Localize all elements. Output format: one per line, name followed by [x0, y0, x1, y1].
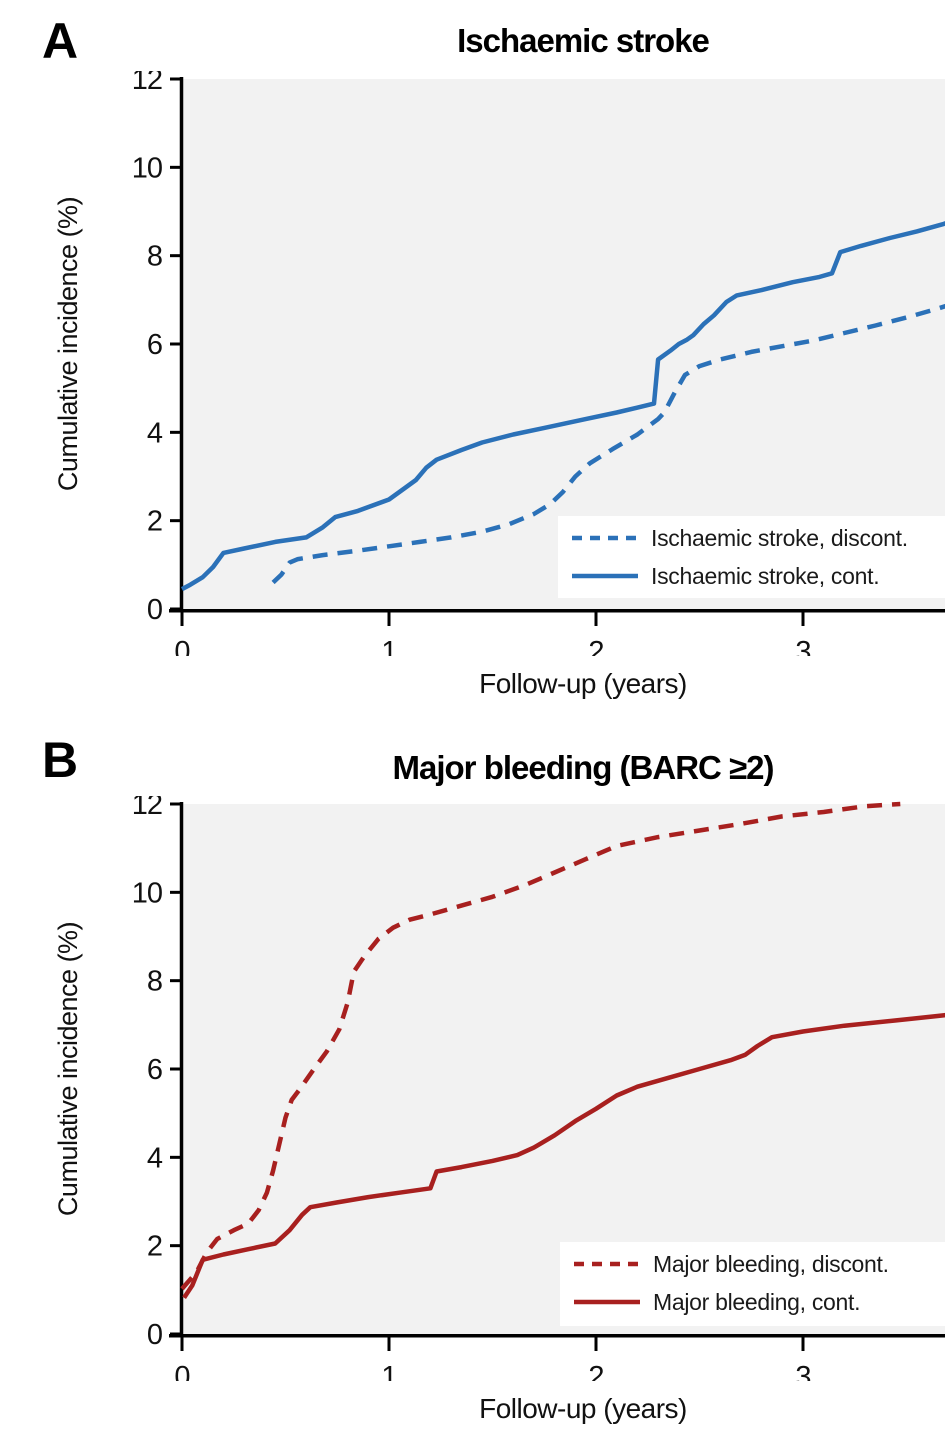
svg-text:2: 2	[147, 1231, 162, 1263]
panel-a-title: Ischaemic stroke	[457, 22, 710, 59]
svg-text:8: 8	[147, 241, 162, 273]
panel-b-x-axis-label: Follow-up (years)	[479, 1393, 687, 1424]
panel-a-label: A	[42, 13, 78, 69]
legend-label: Major bleeding, cont.	[653, 1288, 861, 1315]
dashed-line-sample	[574, 1261, 640, 1267]
solid-line-sample	[572, 573, 638, 579]
legend-item-discont: Ischaemic stroke, discont.	[558, 519, 945, 557]
svg-text:8: 8	[147, 966, 162, 998]
svg-text:2: 2	[588, 636, 603, 656]
svg-text:4: 4	[147, 1142, 163, 1174]
svg-text:10: 10	[132, 152, 162, 184]
legend-label: Ischaemic stroke, discont.	[651, 524, 908, 551]
panel-b: B Major bleeding (BARC ≥2) Cumulative in…	[40, 727, 945, 1439]
panel-a-x-axis-label: Follow-up (years)	[479, 668, 687, 699]
panel-a-legend: Ischaemic stroke, discont. Ischaemic str…	[558, 516, 945, 598]
legend-item-discont: Major bleeding, discont.	[560, 1245, 945, 1283]
panel-b-title: Major bleeding (BARC ≥2)	[392, 749, 775, 786]
svg-text:1: 1	[381, 636, 396, 656]
svg-text:12: 12	[132, 796, 162, 821]
svg-text:2: 2	[588, 1361, 603, 1381]
solid-line-sample	[574, 1299, 640, 1305]
panel-b-label: B	[42, 732, 78, 788]
svg-text:0: 0	[174, 636, 189, 656]
svg-text:0: 0	[174, 1361, 189, 1381]
svg-text:10: 10	[132, 877, 162, 909]
legend-label: Ischaemic stroke, cont.	[651, 562, 880, 589]
dashed-line-sample	[572, 535, 638, 541]
svg-text:0: 0	[147, 594, 162, 626]
svg-text:3: 3	[795, 1361, 810, 1381]
svg-text:0: 0	[147, 1319, 162, 1351]
legend-item-cont: Ischaemic stroke, cont.	[558, 557, 945, 595]
svg-text:1: 1	[381, 1361, 396, 1381]
panel-a: A Ischaemic stroke Cumulative incidence …	[40, 16, 945, 727]
legend-item-cont: Major bleeding, cont.	[560, 1283, 945, 1321]
svg-text:6: 6	[147, 329, 162, 361]
svg-text:2: 2	[147, 506, 162, 538]
panel-b-legend: Major bleeding, discont. Major bleeding,…	[560, 1242, 945, 1326]
svg-text:4: 4	[147, 417, 163, 449]
svg-text:3: 3	[795, 636, 810, 656]
svg-text:6: 6	[147, 1054, 162, 1086]
legend-label: Major bleeding, discont.	[653, 1250, 889, 1277]
svg-text:12: 12	[132, 71, 162, 96]
